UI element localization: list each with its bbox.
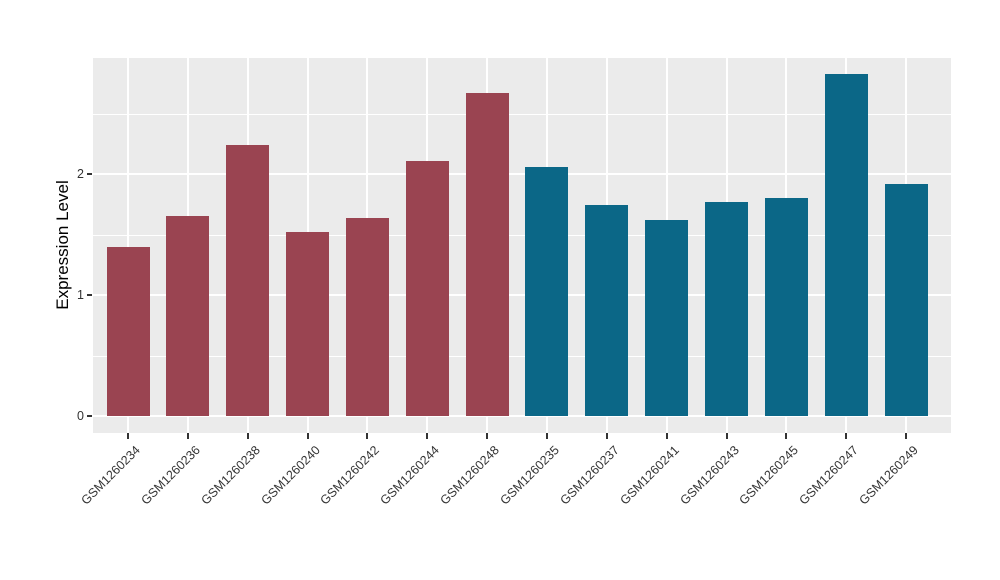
- x-tick-mark: [246, 433, 249, 439]
- bar-GSM1260244: [405, 160, 449, 416]
- y-major-gridline: [93, 294, 951, 296]
- x-tick-mark: [785, 433, 788, 439]
- x-tick-mark: [665, 433, 668, 439]
- x-tick-mark: [605, 433, 608, 439]
- x-tick-label: GSM1260248: [437, 443, 502, 508]
- x-tick-label: GSM1260235: [497, 443, 562, 508]
- x-tick-mark: [306, 433, 309, 439]
- y-minor-gridline: [93, 113, 951, 115]
- bar-GSM1260238: [226, 144, 270, 416]
- x-tick-label: GSM1260243: [676, 443, 742, 508]
- x-tick-label: GSM1260245: [736, 443, 802, 508]
- x-tick-label: GSM1260249: [856, 443, 921, 508]
- x-tick-mark: [905, 433, 908, 439]
- y-tick-mark: [87, 415, 92, 417]
- y-minor-gridline: [93, 234, 951, 236]
- bar-GSM1260243: [705, 201, 748, 416]
- x-tick-mark: [725, 433, 728, 439]
- x-tick-mark: [127, 433, 129, 439]
- bar-GSM1260237: [585, 205, 629, 416]
- x-tick-mark: [486, 433, 489, 439]
- x-tick-mark: [366, 433, 369, 439]
- bar-GSM1260236: [166, 216, 210, 416]
- y-major-gridline: [93, 415, 951, 417]
- x-tick-mark: [845, 433, 848, 439]
- x-tick-label: GSM1260247: [796, 443, 862, 508]
- y-tick-label: 1: [77, 288, 84, 302]
- x-tick-label: GSM1260244: [377, 443, 443, 508]
- y-tick-label: 2: [77, 167, 84, 181]
- x-tick-label: GSM1260242: [317, 443, 383, 508]
- x-tick-label: GSM1260237: [557, 443, 622, 508]
- x-tick-label: GSM1260238: [198, 443, 263, 508]
- x-tick-mark: [545, 433, 548, 439]
- y-minor-gridline: [93, 355, 951, 357]
- bar-GSM1260249: [884, 183, 928, 416]
- bar-GSM1260247: [824, 73, 868, 416]
- bar-GSM1260240: [286, 232, 330, 416]
- x-tick-label: GSM1260240: [258, 443, 323, 508]
- y-tick-mark: [87, 294, 92, 296]
- x-major-gridline: [127, 58, 129, 433]
- bar-GSM1260241: [645, 219, 689, 416]
- x-tick-mark: [426, 433, 429, 439]
- bar-GSM1260234: [106, 246, 150, 416]
- x-tick-label: GSM1260234: [78, 443, 143, 508]
- y-tick-mark: [87, 173, 92, 175]
- plot-panel: [93, 58, 951, 433]
- bar-GSM1260248: [465, 92, 509, 416]
- x-tick-label: GSM1260236: [138, 443, 203, 508]
- bar-GSM1260235: [525, 166, 569, 416]
- x-tick-label: GSM1260241: [617, 443, 682, 508]
- x-tick-mark: [186, 433, 189, 439]
- y-tick-label: 0: [77, 409, 84, 423]
- y-major-gridline: [93, 173, 951, 175]
- bar-GSM1260245: [764, 198, 808, 416]
- bar-GSM1260242: [345, 217, 389, 416]
